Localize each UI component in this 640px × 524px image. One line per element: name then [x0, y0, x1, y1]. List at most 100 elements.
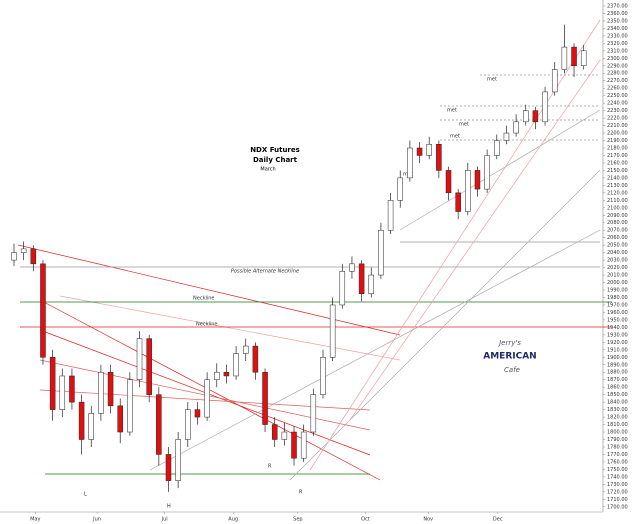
trend-line: [59, 295, 401, 361]
y-tick-label: 2370.00: [607, 3, 628, 9]
candle-body: [310, 394, 317, 433]
annotation: met: [450, 134, 460, 140]
y-tick-label: 1920.00: [607, 340, 628, 346]
candle-body: [378, 229, 384, 276]
y-tick-label: 2210.00: [607, 123, 628, 129]
y-tick-label: 1790.00: [607, 437, 628, 443]
candle-body: [59, 375, 66, 410]
y-tick-label: 1940.00: [607, 325, 628, 331]
candle-body: [445, 170, 452, 194]
y-tick-label: 2250.00: [607, 93, 628, 99]
y-tick-label: 1770.00: [607, 452, 628, 458]
y-tick-label: 2330.00: [607, 33, 628, 39]
candle-body: [223, 371, 230, 377]
x-tick-label: Dec: [493, 517, 503, 523]
y-tick-label: 2060.00: [607, 235, 628, 241]
candle-body: [40, 263, 46, 358]
candle-body: [117, 405, 123, 433]
y-tick-label: 1740.00: [607, 474, 628, 480]
candle-body: [175, 439, 181, 481]
y-tick-label: 1970.00: [607, 302, 628, 308]
trend-line: [399, 109, 601, 231]
y-tick-label: 2180.00: [607, 145, 628, 151]
y-tick-label: 2080.00: [607, 220, 628, 226]
candle-body: [551, 69, 558, 93]
y-tick-label: 1830.00: [607, 407, 628, 413]
y-tick-label: 1840.00: [607, 400, 628, 406]
candle-body: [397, 177, 403, 201]
candle-body: [571, 46, 577, 67]
y-tick-label: 2340.00: [607, 26, 628, 32]
candle-body: [281, 431, 288, 440]
x-tick-label: Aug: [228, 517, 238, 523]
logo-text: Jerry's: [497, 339, 521, 347]
y-tick-label: 2170.00: [607, 153, 628, 159]
logo: Jerry's AMERICAN Cafe: [483, 339, 536, 374]
annotation: L: [84, 492, 87, 498]
x-tick-label: Sep: [293, 517, 302, 523]
y-tick-label: 2190.00: [607, 138, 628, 144]
annotation: Neckline: [196, 322, 217, 328]
candle-body: [69, 375, 75, 403]
y-tick-label: 2070.00: [607, 228, 628, 234]
candle-body: [436, 144, 442, 171]
y-tick-label: 1750.00: [607, 467, 628, 473]
logo-text: Cafe: [504, 366, 520, 374]
candle-body: [107, 371, 114, 407]
candle-body: [291, 431, 297, 459]
candle-body: [358, 263, 365, 294]
candle-body: [580, 50, 587, 67]
candle-body: [127, 379, 133, 433]
y-tick-label: 2230.00: [607, 108, 628, 114]
y-tick-label: 2140.00: [607, 175, 628, 181]
y-tick-label: 1720.00: [607, 489, 628, 495]
x-tick-label: Nov: [423, 517, 433, 523]
candle-body: [11, 252, 17, 261]
y-tick-label: 2270.00: [607, 78, 628, 84]
candle-body: [233, 353, 239, 377]
candle-body: [242, 345, 249, 354]
candle-body: [156, 394, 162, 455]
logo-text: AMERICAN: [483, 352, 536, 362]
candle-body: [407, 147, 413, 179]
candle-body: [214, 371, 220, 380]
candle-body: [349, 263, 355, 272]
y-tick-label: 2160.00: [607, 160, 628, 166]
candle-body: [165, 454, 172, 481]
trend-line: [309, 19, 601, 471]
y-tick-label: 2150.00: [607, 168, 628, 174]
candle-body: [262, 371, 268, 425]
y-tick-label: 2350.00: [607, 18, 628, 24]
candle-body: [426, 144, 432, 156]
candle-body: [387, 200, 394, 231]
x-tick-label: Jul: [161, 517, 168, 523]
candle-body: [30, 248, 37, 265]
y-tick-label: 1930.00: [607, 332, 628, 338]
y-tick-label: 1900.00: [607, 355, 628, 361]
y-tick-label: 2200.00: [607, 131, 628, 137]
y-tick-label: 2090.00: [607, 213, 628, 219]
y-tick-label: 2280.00: [607, 71, 628, 77]
x-tick-label: May: [30, 517, 40, 523]
candle-body: [204, 379, 210, 418]
y-tick-label: 2020.00: [607, 265, 628, 271]
annotation: met: [487, 77, 497, 83]
candle-body: [136, 338, 143, 380]
trend-line: [39, 299, 381, 481]
y-tick-label: 1730.00: [607, 482, 628, 488]
y-tick-label: 1990.00: [607, 288, 628, 294]
candle-body: [368, 274, 375, 294]
y-tick-label: 2240.00: [607, 101, 628, 107]
candle-body: [329, 304, 336, 358]
y-tick-label: 1810.00: [607, 422, 628, 428]
y-tick-label: 2360.00: [607, 11, 628, 17]
candle-body: [484, 155, 490, 190]
candle-body: [455, 192, 461, 212]
y-tick-label: 1980.00: [607, 295, 628, 301]
y-tick-label: 1960.00: [607, 310, 628, 316]
candle-body: [78, 401, 85, 440]
candle-body: [300, 431, 307, 459]
x-tick-label: Oct: [361, 517, 370, 523]
